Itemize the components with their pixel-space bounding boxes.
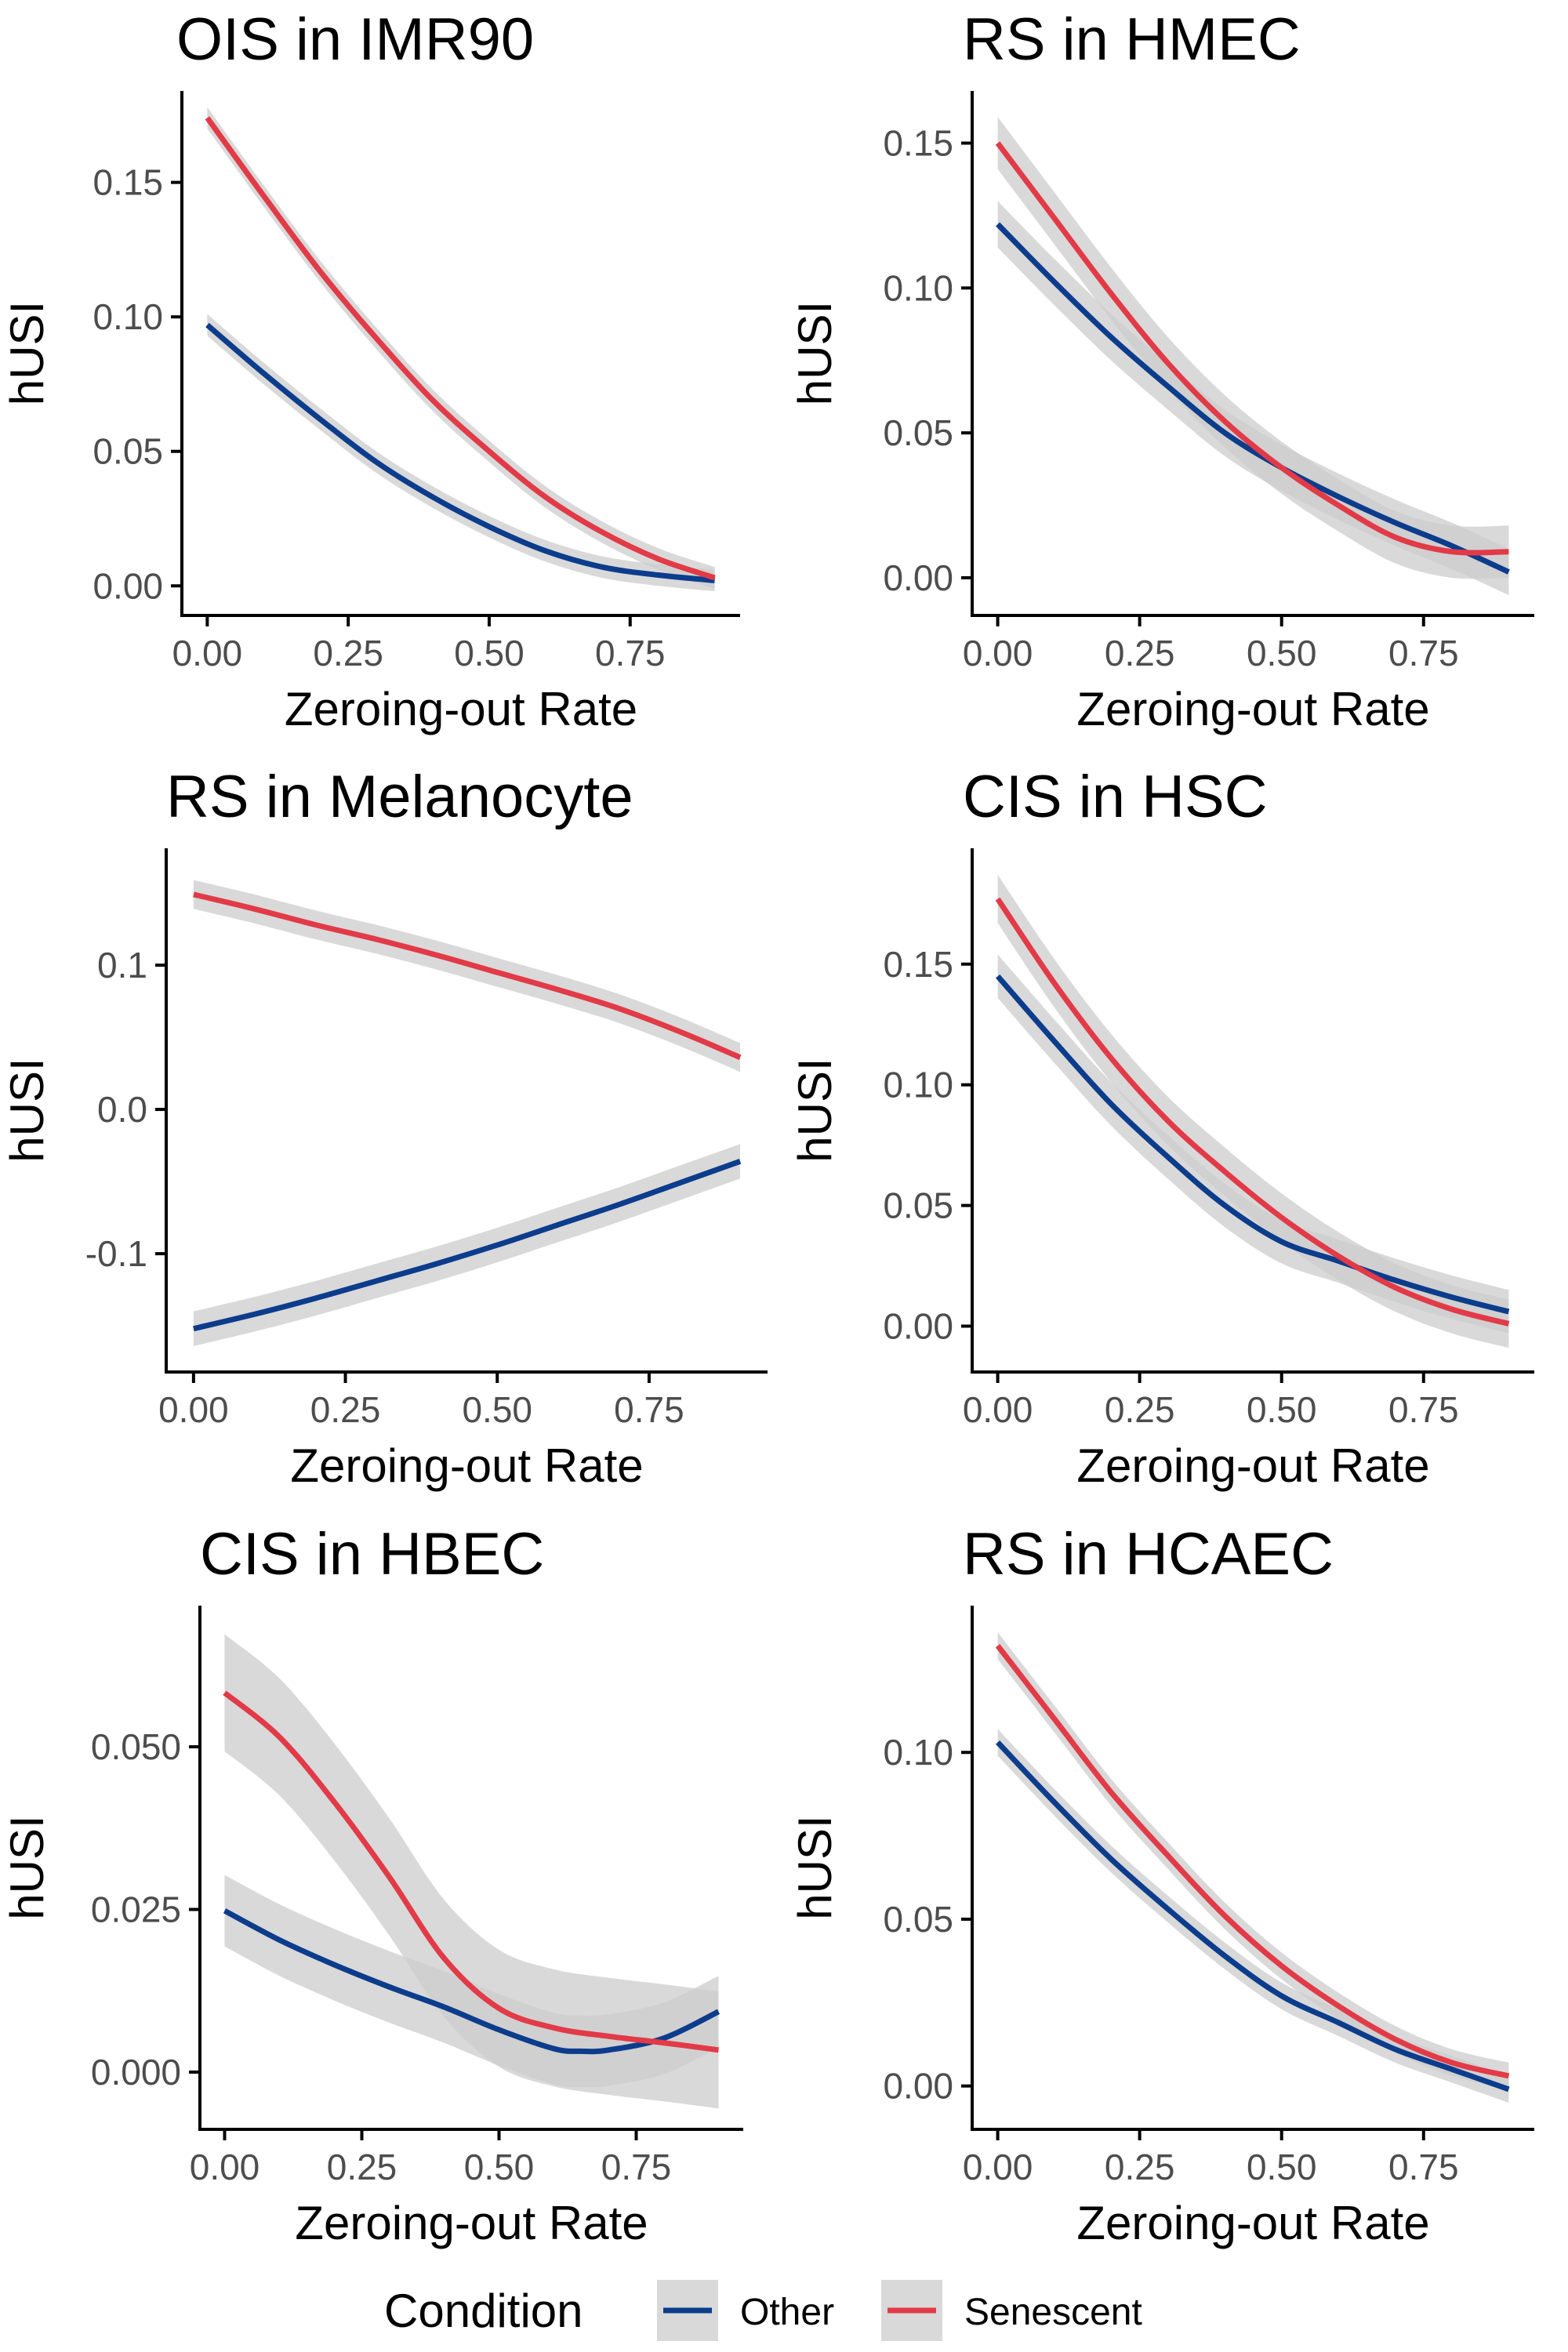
x-tick-label: 0.50 <box>454 633 524 673</box>
panel-1: OIS in IMR90 0.00 0.25 0.50 0.75 0.00 0.05 0.10… <box>1 6 740 735</box>
legend-label-senescent: Senescent <box>964 2292 1142 2333</box>
x-tick-label: 0.00 <box>190 2147 260 2187</box>
x-tick-label: 0.50 <box>1247 2147 1317 2187</box>
x-tick-label: 0.25 <box>310 1389 381 1430</box>
x-tick-label: 0.75 <box>1388 633 1459 673</box>
legend-label-other: Other <box>740 2292 834 2333</box>
x-tick-label: 0.75 <box>1388 1389 1459 1430</box>
y-tick-label: -0.1 <box>85 1233 147 1274</box>
series-line-senescent <box>205 116 716 581</box>
x-tick-label: 0.75 <box>614 1389 684 1430</box>
series-line-senescent <box>995 897 1510 1327</box>
x-tick-label: 0.00 <box>963 633 1033 673</box>
panel-6: RS in HCAEC 0.00 0.25 0.50 0.75 0.00 0.05 0.10 Z… <box>789 1521 1534 2249</box>
series-line-other <box>996 222 1510 575</box>
x-tick-label: 0.50 <box>1247 1389 1317 1430</box>
panel-title: RS in Melanocyte <box>166 764 633 830</box>
y-tick-label: 0.05 <box>93 431 163 472</box>
series-line-senescent <box>223 1690 719 2053</box>
x-tick-label: 0.00 <box>158 1389 229 1430</box>
legend-item-other: Other <box>657 2280 834 2341</box>
panel-3: RS in Melanocyte 0.00 0.25 0.50 0.75 -0.1 0.0 0… <box>1 764 768 1492</box>
y-tick-label: 0.05 <box>883 1185 953 1226</box>
series-line-other <box>205 322 715 583</box>
x-tick-label: 0.25 <box>1105 1389 1175 1430</box>
x-tick-label: 0.75 <box>595 633 666 673</box>
x-axis-title: Zeroing-out Rate <box>1076 1439 1429 1492</box>
x-axis-title: Zeroing-out Rate <box>290 1439 643 1492</box>
y-axis-title: hUSI <box>789 1815 841 1919</box>
x-tick-label: 0.25 <box>313 633 383 673</box>
y-tick-label: 0.0 <box>97 1089 147 1130</box>
y-axis-title: hUSI <box>1 1815 53 1919</box>
series-line-other <box>193 1159 742 1332</box>
panel-5: CIS in HBEC 0.00 0.25 0.50 0.75 0.000 0.025 0.0… <box>1 1521 743 2249</box>
series-line-senescent <box>995 141 1509 556</box>
panel-title: RS in HMEC <box>963 6 1301 73</box>
y-tick-label: 0.00 <box>883 2066 953 2107</box>
y-tick-label: 0.10 <box>93 296 163 337</box>
y-tick-label: 0.00 <box>93 565 163 606</box>
x-tick-label: 0.50 <box>1247 633 1317 673</box>
y-axis-title: hUSI <box>1 1058 53 1162</box>
x-axis-title: Zeroing-out Rate <box>1076 2197 1429 2249</box>
y-tick-label: 0.15 <box>883 123 953 164</box>
y-tick-label: 0.15 <box>883 944 953 985</box>
y-tick-label: 0.10 <box>883 1065 953 1105</box>
x-tick-label: 0.00 <box>172 633 243 673</box>
x-axis-title: Zeroing-out Rate <box>285 683 637 735</box>
confidence-band-senescent <box>997 117 1509 579</box>
panel-title: CIS in HBEC <box>200 1521 544 1588</box>
y-axis-title: hUSI <box>789 301 841 405</box>
x-tick-label: 0.25 <box>1105 633 1175 673</box>
series-line-other <box>223 1908 720 2055</box>
series-line-senescent <box>193 891 742 1061</box>
series-line-other <box>995 974 1510 1315</box>
y-tick-label: 0.00 <box>883 557 953 598</box>
y-axis-title: hUSI <box>1 301 53 405</box>
y-axis-title: hUSI <box>789 1058 841 1162</box>
x-tick-label: 0.00 <box>963 1389 1033 1430</box>
y-tick-label: 0.05 <box>883 412 953 453</box>
legend-title: Condition <box>384 2285 583 2337</box>
panel-2: RS in HMEC 0.00 0.25 0.50 0.75 0.00 0.05 0.10 0.… <box>789 6 1534 735</box>
y-tick-label: 0.025 <box>91 1889 181 1930</box>
x-axis-title: Zeroing-out Rate <box>1076 683 1429 735</box>
legend-item-senescent: Senescent <box>881 2280 1142 2341</box>
panel-title: OIS in IMR90 <box>176 6 534 73</box>
series-line-other <box>996 1740 1510 2092</box>
x-tick-label: 0.25 <box>1105 2147 1175 2187</box>
legend: Condition Other Senescent <box>384 2280 1142 2341</box>
x-tick-label: 0.50 <box>464 2147 535 2187</box>
y-tick-label: 0.000 <box>91 2052 181 2092</box>
x-axis-title: Zeroing-out Rate <box>295 2197 648 2249</box>
panel-title: CIS in HSC <box>963 764 1268 830</box>
y-tick-label: 0.050 <box>91 1726 181 1767</box>
y-tick-label: 0.1 <box>97 945 147 985</box>
y-tick-label: 0.10 <box>883 1732 953 1773</box>
confidence-band-senescent <box>224 1634 719 2109</box>
y-tick-label: 0.00 <box>883 1306 953 1347</box>
x-tick-label: 0.25 <box>327 2147 397 2187</box>
x-tick-label: 0.75 <box>601 2147 672 2187</box>
panel-title: RS in HCAEC <box>963 1521 1334 1588</box>
x-tick-label: 0.50 <box>462 1389 532 1430</box>
x-tick-label: 0.00 <box>963 2147 1033 2187</box>
confidence-band-other <box>997 201 1509 596</box>
series-line-senescent <box>995 1643 1510 2079</box>
y-tick-label: 0.10 <box>883 267 953 308</box>
y-tick-label: 0.15 <box>93 162 163 203</box>
y-tick-label: 0.05 <box>883 1899 953 1940</box>
panel-4: CIS in HSC 0.00 0.25 0.50 0.75 0.00 0.05 0.10 0.… <box>789 764 1534 1492</box>
x-tick-label: 0.75 <box>1388 2147 1459 2187</box>
